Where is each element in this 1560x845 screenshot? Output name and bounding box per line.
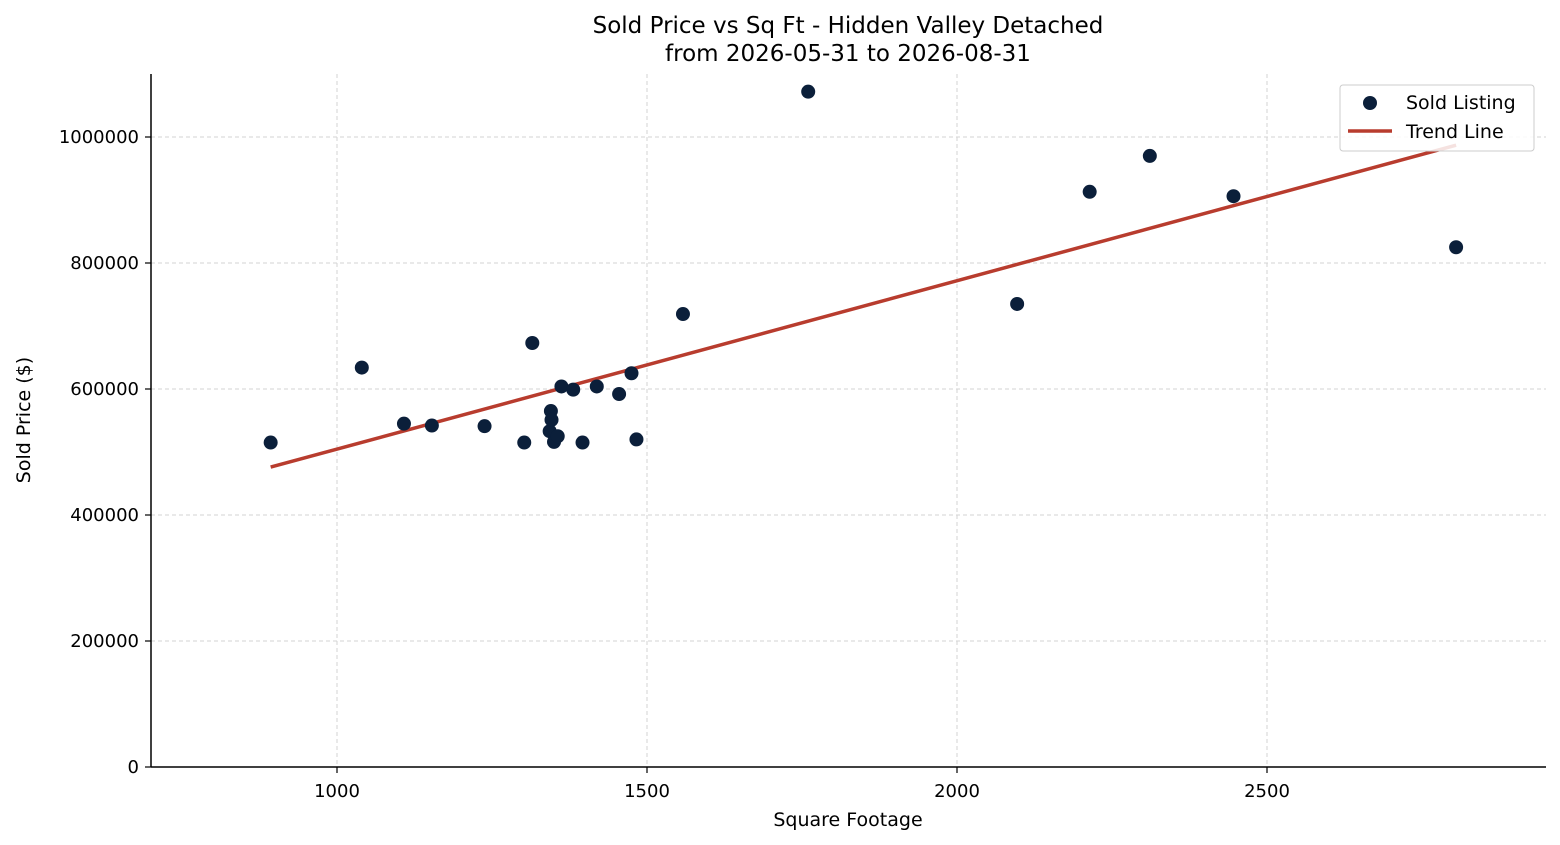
legend: Sold Listing Trend Line xyxy=(1339,84,1535,152)
grid-lines xyxy=(151,74,1546,767)
data-point xyxy=(801,84,816,99)
data-point xyxy=(1010,296,1025,311)
data-point xyxy=(566,382,581,397)
data-point xyxy=(612,387,627,402)
x-axis-ticks: 1000 1500 2000 2500 xyxy=(314,767,1290,802)
data-point xyxy=(575,435,590,450)
data-point xyxy=(1082,184,1097,199)
y-tick-label: 800000 xyxy=(70,253,139,274)
data-point xyxy=(477,419,492,434)
chart-title: Sold Price vs Sq Ft - Hidden Valley Deta… xyxy=(593,13,1104,39)
y-axis-ticks: 0 200000 400000 600000 800000 1000000 xyxy=(59,127,151,778)
x-tick-label: 2000 xyxy=(934,781,980,802)
trend-line xyxy=(270,143,1457,469)
data-point xyxy=(354,360,369,375)
legend-label-trend-line: Trend Line xyxy=(1405,121,1504,143)
legend-label-sold-listing: Sold Listing xyxy=(1406,92,1516,114)
data-point xyxy=(544,412,559,427)
scatter-points xyxy=(263,84,1464,450)
legend-box xyxy=(1339,84,1535,152)
data-point xyxy=(424,418,439,433)
data-point xyxy=(517,435,532,450)
data-point xyxy=(1142,148,1157,163)
data-point xyxy=(554,379,569,394)
legend-marker-sold-listing xyxy=(1363,96,1377,110)
x-axis-label: Square Footage xyxy=(773,809,922,831)
data-point xyxy=(396,416,411,431)
x-tick-label: 2500 xyxy=(1244,781,1290,802)
chart-subtitle: from 2026-05-31 to 2026-08-31 xyxy=(665,41,1031,67)
data-point xyxy=(1449,240,1464,255)
x-tick-label: 1000 xyxy=(314,781,360,802)
y-tick-label: 0 xyxy=(128,757,139,778)
data-point xyxy=(675,307,690,322)
y-tick-label: 600000 xyxy=(70,379,139,400)
data-point xyxy=(589,379,604,394)
y-tick-label: 200000 xyxy=(70,631,139,652)
data-point xyxy=(550,429,565,444)
data-point xyxy=(1226,189,1241,204)
x-tick-label: 1500 xyxy=(624,781,670,802)
trend-line-layer xyxy=(270,143,1457,469)
data-point xyxy=(624,366,639,381)
data-point xyxy=(629,432,644,447)
data-point xyxy=(525,336,540,351)
data-point xyxy=(263,435,278,450)
y-axis-label: Sold Price ($) xyxy=(13,357,35,483)
y-tick-label: 400000 xyxy=(70,505,139,526)
y-tick-label: 1000000 xyxy=(59,127,139,148)
